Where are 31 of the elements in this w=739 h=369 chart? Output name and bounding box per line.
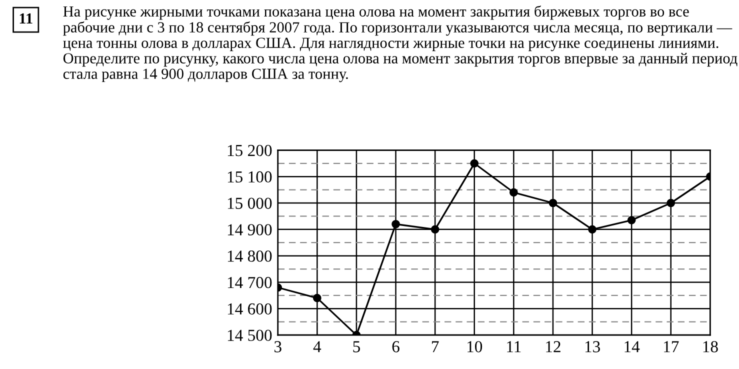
point: [627, 216, 636, 224]
y-tick-label: 15 200: [228, 144, 272, 156]
x-tick-label: 10: [468, 341, 482, 352]
x-tick-label: 3: [274, 341, 282, 352]
y-tick-label: 15 000: [228, 198, 272, 209]
x-tick-label: 11: [507, 341, 521, 352]
x-tick-label: 13: [585, 341, 600, 352]
point: [430, 225, 440, 234]
x-tick-label: 12: [546, 341, 560, 352]
point: [510, 188, 518, 197]
chart-title: На рисунке жирными точками показана цена олова на момент закрытия биржевых торгов во все рабочие дни с 3 по 18 сентября 2007 года. По горизонтали указываются числа месяца, по вертикали — цена тонны олова в долларах США. Для наглядности жирные точки на рисунке соединены линиями. Определите по рисунку, какого числа цена олова на момент закрытия торгов впервые за данный период стала равна 14 900 долларов США за тонну.: [63, 6, 738, 82]
x-tick-label: 5: [353, 341, 360, 352]
y-tick-label: 14 900: [228, 224, 272, 236]
x-tick-label: 18: [703, 341, 718, 352]
y-tick-label: 14 700: [228, 276, 272, 288]
y-tick-label: 15 100: [228, 171, 272, 183]
x-tick-label: 17: [664, 341, 679, 352]
point: [392, 220, 400, 228]
point: [548, 198, 558, 208]
x-tick-label: 7: [432, 341, 439, 352]
y-tick-label: 14 800: [228, 250, 272, 262]
text: 11: [20, 13, 32, 24]
point: [588, 225, 596, 234]
x-tick-label: 14: [624, 341, 640, 352]
y-tick-label: 14 600: [228, 303, 272, 315]
x-tick-label: 4: [313, 341, 322, 352]
point: [470, 159, 479, 168]
y-tick-label: 14 500: [228, 330, 272, 341]
point: [666, 198, 676, 208]
x-tick-label: 6: [392, 341, 400, 352]
point: [313, 294, 322, 302]
